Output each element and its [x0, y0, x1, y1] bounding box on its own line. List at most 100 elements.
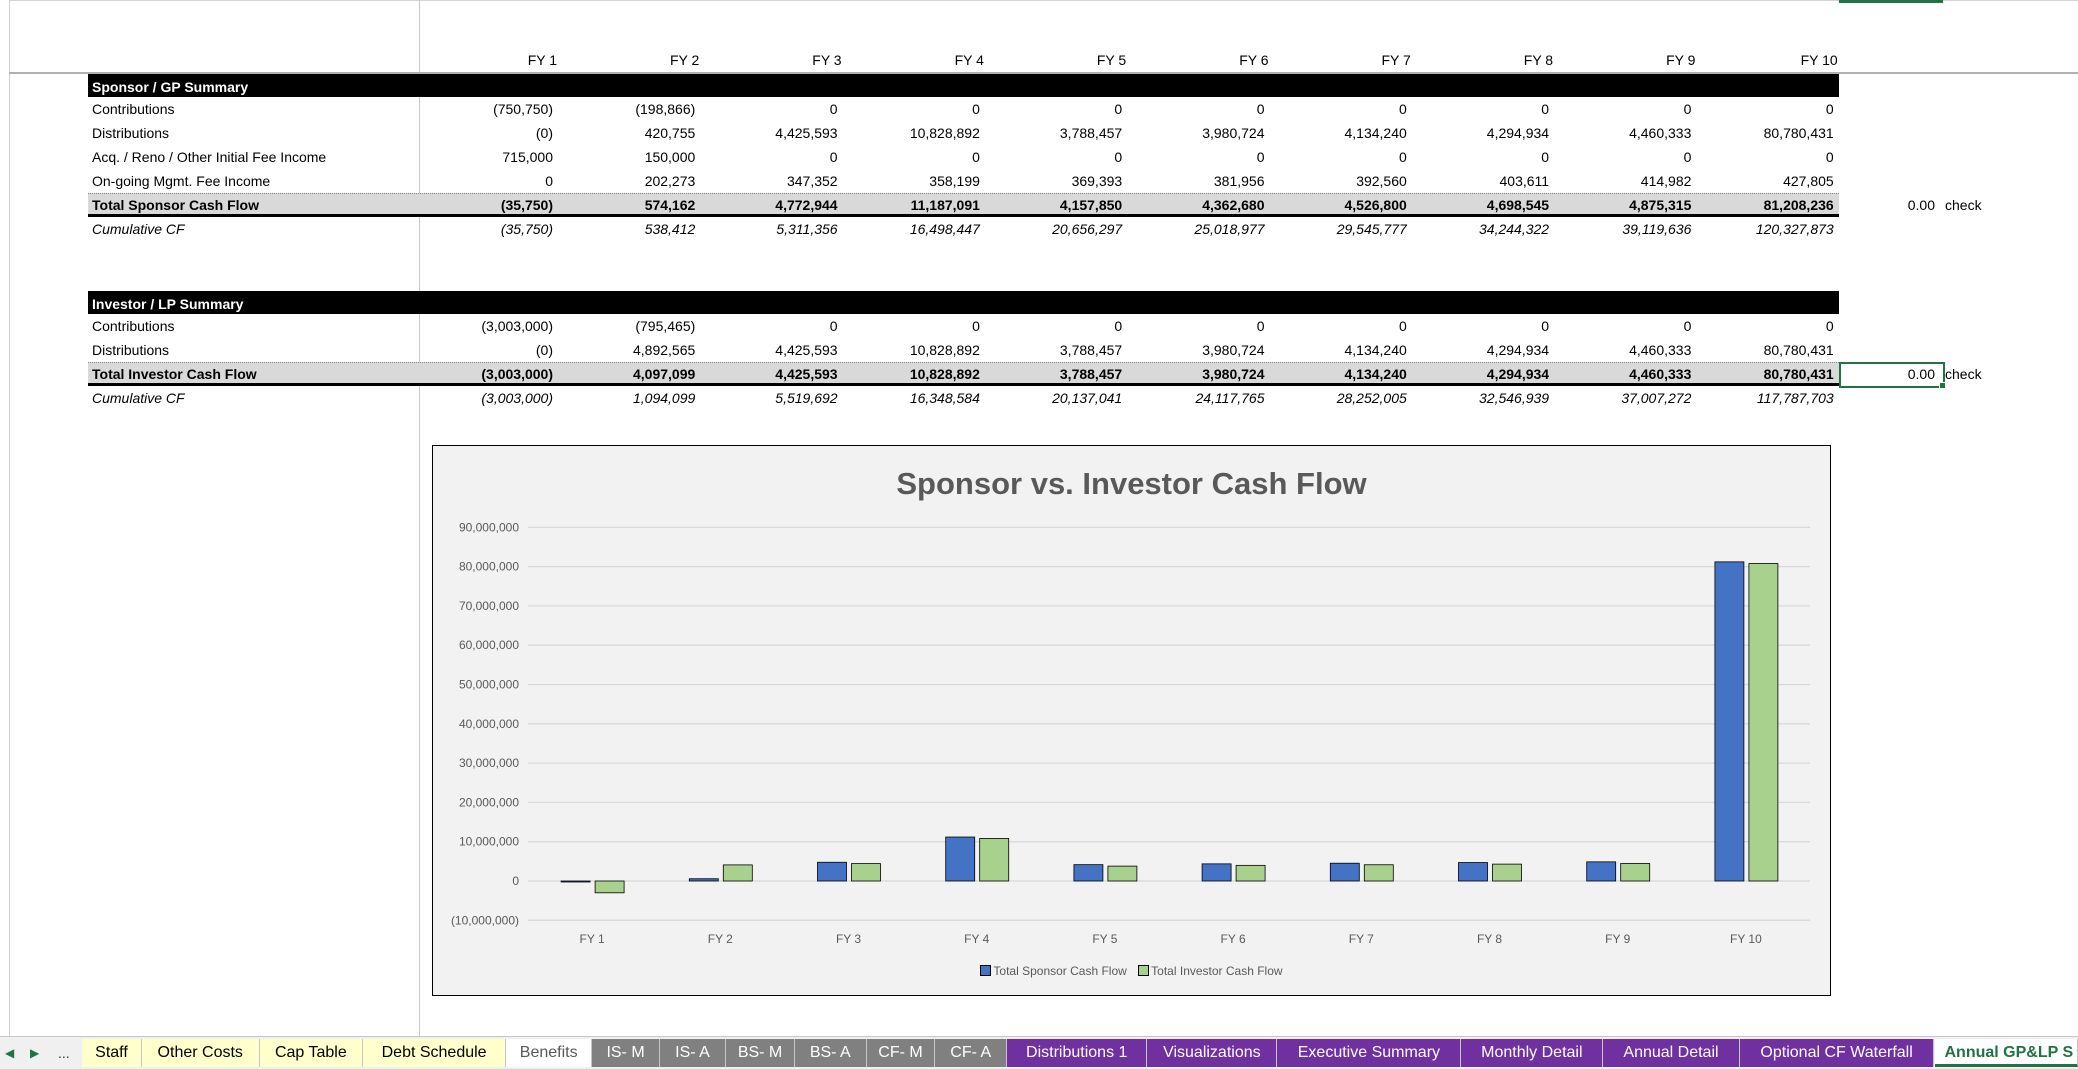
cell-value[interactable]: 3,788,457 [1059, 366, 1123, 382]
cell-value[interactable]: 4,460,333 [1629, 366, 1692, 382]
row-headers[interactable] [0, 0, 10, 1036]
cell-value[interactable]: 4,425,593 [775, 342, 838, 358]
sheet-tab[interactable]: CF- A [935, 1039, 1007, 1067]
cell-value[interactable]: 10,828,892 [909, 342, 980, 358]
cell-value[interactable]: 4,294,934 [1486, 125, 1550, 141]
row-label[interactable]: Distributions [92, 125, 170, 141]
sheet-tab[interactable]: IS- M [592, 1039, 660, 1067]
cell-value[interactable]: (198,866) [635, 101, 696, 117]
cell-value[interactable]: 4,362,680 [1202, 197, 1265, 213]
column-header-fy[interactable]: FY 2 [669, 52, 700, 68]
cell-value[interactable]: 4,097,099 [633, 366, 696, 382]
sheet-tab[interactable]: IS- A [659, 1039, 727, 1067]
cell-value[interactable]: 4,425,593 [775, 366, 838, 382]
cell-value[interactable]: 4,460,333 [1629, 125, 1692, 141]
row-label[interactable]: On-going Mgmt. Fee Income [92, 173, 271, 189]
cell-value[interactable]: 369,393 [1071, 173, 1123, 189]
cell-value[interactable]: 4,772,944 [775, 197, 838, 213]
cell-value[interactable]: 427,805 [1783, 173, 1834, 189]
cell-value[interactable]: 0 [1399, 149, 1407, 165]
column-header-fy[interactable]: FY 7 [1381, 52, 1411, 68]
cell-value[interactable]: 420,755 [644, 125, 696, 141]
sheet-tab[interactable]: Annual Detail [1603, 1039, 1740, 1067]
cell-value[interactable]: 16,348,584 [909, 390, 980, 406]
sheet-tab[interactable]: Visualizations [1147, 1039, 1278, 1067]
cell-value[interactable]: 0 [1541, 318, 1550, 334]
cell-value[interactable]: 0 [1541, 101, 1550, 117]
cell-value[interactable]: 0 [1541, 149, 1550, 165]
tab-scroll-next-icon[interactable]: ▶ [30, 1046, 40, 1060]
sheet-tab[interactable]: Benefits [506, 1039, 593, 1067]
column-header-fy[interactable]: FY 4 [954, 52, 984, 68]
row-label[interactable]: Contributions [92, 318, 175, 334]
cell-value[interactable]: 0 [1683, 149, 1692, 165]
row-label[interactable]: Contributions [92, 101, 175, 117]
column-header-fy[interactable]: FY 9 [1666, 52, 1696, 68]
cell-value[interactable]: 538,412 [644, 221, 696, 237]
cell-value[interactable]: 4,294,934 [1486, 366, 1550, 382]
cell-value[interactable]: (0) [535, 342, 553, 358]
row-label[interactable]: Distributions [92, 342, 170, 358]
cell-value[interactable]: 0 [972, 149, 980, 165]
cell-value[interactable]: 0 [1825, 318, 1834, 334]
cell-value[interactable]: 3,788,457 [1059, 125, 1123, 141]
cell-value[interactable]: 0 [1399, 101, 1407, 117]
cell-value[interactable]: 117,787,703 [1756, 390, 1834, 406]
sponsor-section-header[interactable]: Sponsor / GP Summary [88, 74, 1839, 97]
cell-value[interactable]: 3,788,457 [1059, 342, 1123, 358]
cell-value[interactable]: 392,560 [1356, 173, 1407, 189]
cell-value[interactable]: 4,875,315 [1629, 197, 1692, 213]
cell-value[interactable]: 34,244,322 [1479, 221, 1550, 237]
cell-value[interactable]: 414,982 [1640, 173, 1692, 189]
cell-value[interactable]: (35,750) [500, 221, 553, 237]
cell-value[interactable]: 5,519,692 [775, 390, 838, 406]
cell-value[interactable]: 32,546,939 [1479, 390, 1550, 406]
cell-value[interactable]: 20,656,297 [1052, 221, 1123, 237]
cell-value[interactable]: 5,311,356 [776, 221, 838, 237]
sponsor-check-label[interactable]: check [1945, 197, 1982, 213]
cell-value[interactable]: 3,980,724 [1202, 342, 1265, 358]
cash-flow-chart[interactable]: Sponsor vs. Investor Cash Flow (10,000,0… [432, 445, 1831, 996]
row-label[interactable]: Cumulative CF [92, 221, 185, 237]
cell-value[interactable]: 0 [545, 173, 553, 189]
cell-value[interactable]: 81,208,236 [1763, 197, 1834, 213]
cell-value[interactable]: 4,294,934 [1486, 342, 1550, 358]
column-header-fy[interactable]: FY 3 [812, 52, 842, 68]
sponsor-check-value[interactable]: 0.00 [1907, 197, 1935, 213]
cell-value[interactable]: 0 [1825, 101, 1834, 117]
cell-value[interactable]: 0 [829, 101, 838, 117]
cell-value[interactable]: 3,980,724 [1202, 125, 1265, 141]
investor-check-label[interactable]: check [1945, 366, 1982, 382]
cell-value[interactable]: 0 [972, 318, 980, 334]
column-header-fy[interactable]: FY 10 [1800, 52, 1838, 68]
more-tabs-button[interactable]: ... [58, 1045, 70, 1061]
cell-value[interactable]: 80,780,431 [1763, 342, 1834, 358]
cell-value[interactable]: (795,465) [635, 318, 696, 334]
sheet-tab[interactable]: Optional CF Waterfall [1739, 1039, 1935, 1067]
cell-value[interactable]: 28,252,005 [1336, 390, 1407, 406]
cell-value[interactable]: 0 [829, 318, 838, 334]
cell-value[interactable]: 0 [1256, 101, 1265, 117]
investor-check-value[interactable]: 0.00 [1907, 366, 1935, 382]
cell-value[interactable]: 4,892,565 [633, 342, 696, 358]
row-label[interactable]: Acq. / Reno / Other Initial Fee Income [92, 149, 327, 165]
sheet-tab[interactable]: Executive Summary [1277, 1039, 1462, 1067]
selected-cell[interactable] [1839, 362, 1945, 388]
cell-value[interactable]: 0 [1825, 149, 1834, 165]
cell-value[interactable]: 202,273 [644, 173, 696, 189]
cell-value[interactable]: 0 [1114, 318, 1123, 334]
cell-value[interactable]: 4,134,240 [1344, 125, 1407, 141]
cell-value[interactable]: (35,750) [500, 197, 553, 213]
cell-value[interactable]: 10,828,892 [909, 125, 980, 141]
cell-value[interactable]: 150,000 [644, 149, 696, 165]
cell-value[interactable]: 715,000 [502, 149, 553, 165]
cell-value[interactable]: 1,094,099 [633, 390, 696, 406]
cell-value[interactable]: 347,352 [786, 173, 838, 189]
cell-value[interactable]: (3,003,000) [481, 390, 553, 406]
column-header-fy[interactable]: FY 5 [1096, 52, 1127, 68]
cell-value[interactable]: (3,003,000) [481, 366, 553, 382]
cell-value[interactable]: 358,199 [929, 173, 980, 189]
cell-value[interactable]: 120,327,873 [1755, 221, 1834, 237]
sheet-tab[interactable]: Cap Table [259, 1039, 364, 1067]
cell-value[interactable]: 0 [1683, 318, 1692, 334]
